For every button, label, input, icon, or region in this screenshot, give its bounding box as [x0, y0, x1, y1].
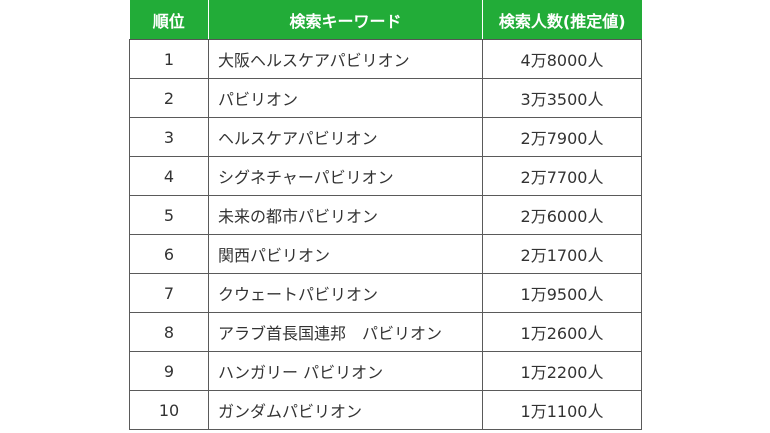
count-cell: 1万1100人 [482, 390, 642, 430]
count-cell: 2万7900人 [482, 117, 642, 157]
keyword-cell: シグネチャーパビリオン [208, 156, 483, 196]
count-cell: 1万2600人 [482, 312, 642, 352]
table-header: 順位 検索キーワード 検索人数(推定値) [129, 0, 642, 40]
rank-cell: 4 [129, 156, 209, 196]
table-row: 8 アラブ首長国連邦 パビリオン 1万2600人 [129, 312, 642, 352]
column-header-rank: 順位 [129, 0, 209, 40]
rank-cell: 2 [129, 78, 209, 118]
count-cell: 1万2200人 [482, 351, 642, 391]
table-row: 6 関西パビリオン 2万1700人 [129, 234, 642, 274]
rank-cell: 10 [129, 390, 209, 430]
rank-cell: 5 [129, 195, 209, 235]
table-row: 4 シグネチャーパビリオン 2万7700人 [129, 156, 642, 196]
column-header-count: 検索人数(推定値) [482, 0, 642, 40]
table-row: 9 ハンガリー パビリオン 1万2200人 [129, 351, 642, 391]
table-row: 10 ガンダムパビリオン 1万1100人 [129, 390, 642, 430]
rank-cell: 3 [129, 117, 209, 157]
rank-cell: 7 [129, 273, 209, 313]
rank-cell: 1 [129, 39, 209, 79]
search-ranking-table: 順位 検索キーワード 検索人数(推定値) 1 大阪ヘルスケアパビリオン 4万80… [129, 0, 642, 430]
table-row: 1 大阪ヘルスケアパビリオン 4万8000人 [129, 39, 642, 79]
table-row: 3 ヘルスケアパビリオン 2万7900人 [129, 117, 642, 157]
keyword-cell: ヘルスケアパビリオン [208, 117, 483, 157]
count-cell: 4万8000人 [482, 39, 642, 79]
table-row: 2 パビリオン 3万3500人 [129, 78, 642, 118]
count-cell: 2万7700人 [482, 156, 642, 196]
count-cell: 2万1700人 [482, 234, 642, 274]
table-row: 7 クウェートパビリオン 1万9500人 [129, 273, 642, 313]
keyword-cell: 関西パビリオン [208, 234, 483, 274]
keyword-cell: ガンダムパビリオン [208, 390, 483, 430]
rank-cell: 9 [129, 351, 209, 391]
count-cell: 3万3500人 [482, 78, 642, 118]
rank-cell: 8 [129, 312, 209, 352]
rank-cell: 6 [129, 234, 209, 274]
table-body: 1 大阪ヘルスケアパビリオン 4万8000人 2 パビリオン 3万3500人 3… [129, 39, 642, 430]
column-header-keyword: 検索キーワード [208, 0, 483, 40]
keyword-cell: クウェートパビリオン [208, 273, 483, 313]
keyword-cell: 未来の都市パビリオン [208, 195, 483, 235]
keyword-cell: アラブ首長国連邦 パビリオン [208, 312, 483, 352]
keyword-cell: 大阪ヘルスケアパビリオン [208, 39, 483, 79]
count-cell: 2万6000人 [482, 195, 642, 235]
table-row: 5 未来の都市パビリオン 2万6000人 [129, 195, 642, 235]
keyword-cell: ハンガリー パビリオン [208, 351, 483, 391]
count-cell: 1万9500人 [482, 273, 642, 313]
keyword-cell: パビリオン [208, 78, 483, 118]
header-row: 順位 検索キーワード 検索人数(推定値) [129, 0, 642, 40]
